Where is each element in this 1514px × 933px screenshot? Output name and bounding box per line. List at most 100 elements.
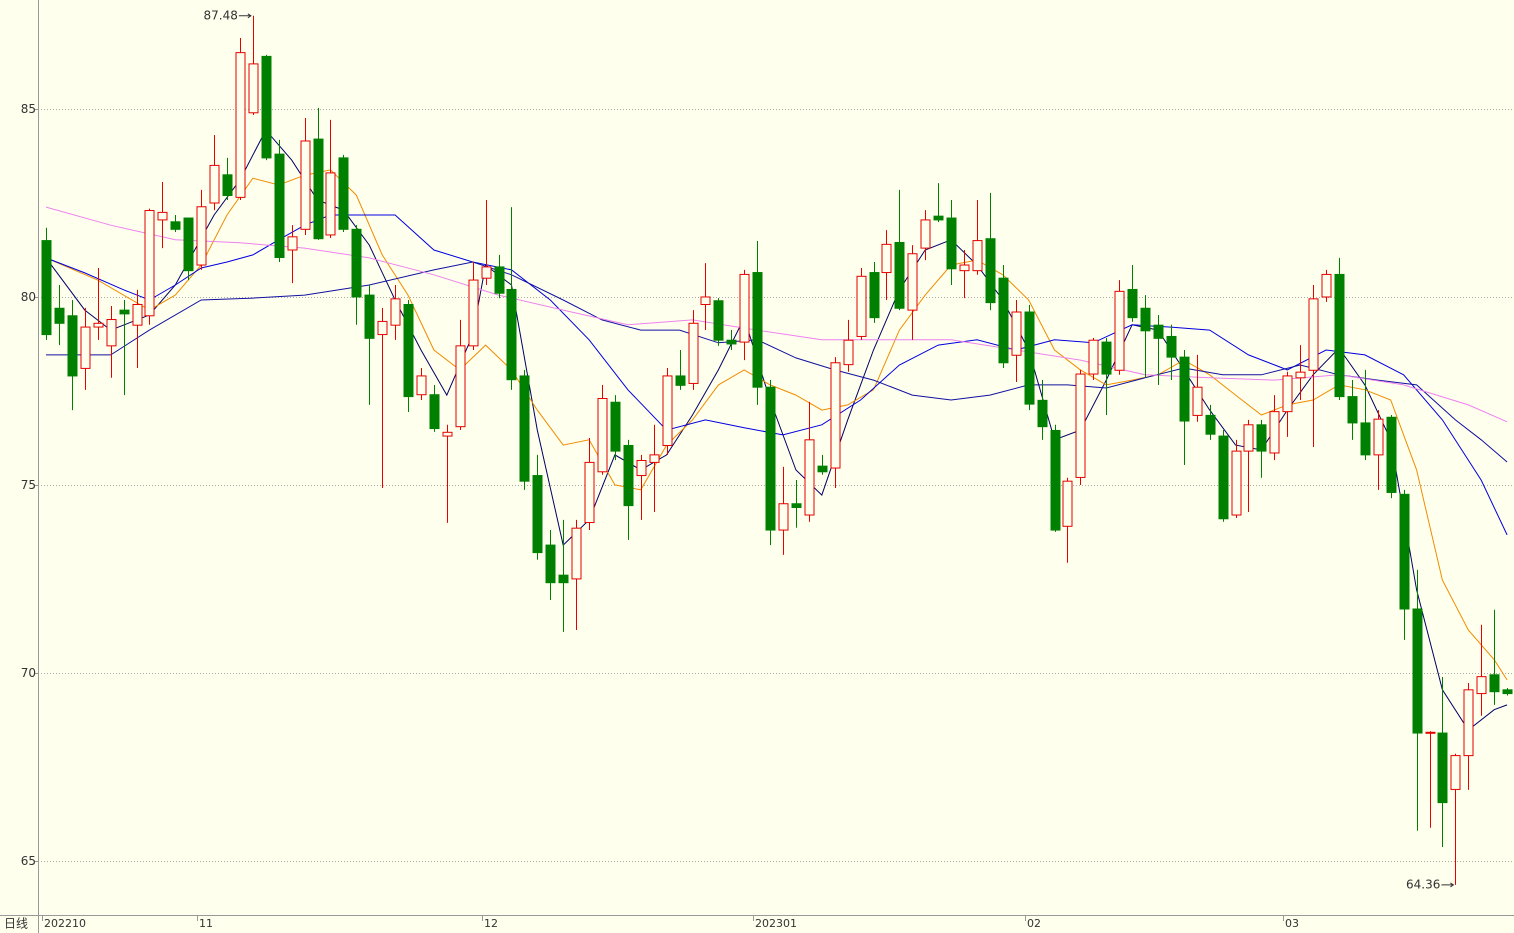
y-tick-label: 85 xyxy=(21,102,36,116)
candle-body xyxy=(791,503,802,508)
candle-body xyxy=(157,211,168,221)
candle-body xyxy=(300,140,311,230)
candle-body xyxy=(132,303,143,326)
candle-body xyxy=(390,298,401,326)
candle-body xyxy=(506,288,517,381)
candle-body xyxy=(610,401,621,452)
extreme-arrow xyxy=(238,13,252,19)
candle-body xyxy=(1489,674,1500,693)
candle-body xyxy=(170,221,181,230)
x-tick-label: 11 xyxy=(199,917,213,930)
candle-body xyxy=(144,210,155,317)
candle-body xyxy=(817,465,828,473)
candle-body xyxy=(933,215,944,221)
candle-body xyxy=(377,320,388,336)
candle-body xyxy=(1114,290,1125,371)
candle-body xyxy=(351,228,362,298)
candle-body xyxy=(778,503,789,531)
candle-body xyxy=(1166,335,1177,358)
candle-body xyxy=(248,63,259,114)
candle-body xyxy=(972,240,983,272)
candle-body xyxy=(54,307,65,324)
candle-body xyxy=(106,319,117,347)
candle-body xyxy=(222,174,233,196)
candle-body xyxy=(1321,273,1332,298)
candle-body xyxy=(959,264,970,272)
candle-body xyxy=(1140,307,1151,332)
candle-body xyxy=(1399,493,1410,610)
candle-body xyxy=(80,326,91,369)
candle-body xyxy=(235,52,246,198)
candle-body xyxy=(662,375,673,446)
candle-body xyxy=(1347,396,1358,424)
candle-body xyxy=(287,236,298,251)
candle-body xyxy=(985,238,996,304)
candle-body xyxy=(313,138,324,240)
candle-body xyxy=(726,339,737,345)
period-label: 日线 xyxy=(4,917,28,931)
candle-body xyxy=(1050,429,1061,531)
candle-body xyxy=(597,397,608,473)
candle-body xyxy=(739,273,750,343)
candle-body xyxy=(843,339,854,366)
candle-body xyxy=(907,253,918,311)
candle-body xyxy=(623,444,634,507)
y-tick-label: 80 xyxy=(21,290,36,304)
extreme-arrow xyxy=(1441,882,1455,888)
candle-body xyxy=(1127,288,1138,319)
candle-body xyxy=(209,164,220,204)
candle-body xyxy=(1373,418,1384,456)
candle-body xyxy=(675,375,686,386)
y-tick-label: 65 xyxy=(21,854,36,868)
candle-body xyxy=(881,243,892,274)
candle-body xyxy=(1269,411,1280,454)
candle-body xyxy=(1425,731,1436,734)
moving-average-line xyxy=(45,214,1508,536)
candle-body xyxy=(325,172,336,236)
candle-body xyxy=(1437,732,1448,804)
candle-body xyxy=(1088,339,1099,375)
candle-body xyxy=(856,275,867,337)
candle-body xyxy=(1334,273,1345,398)
extreme-label: 87.48 xyxy=(204,8,238,22)
grid xyxy=(38,109,1514,862)
candle-body xyxy=(1205,414,1216,435)
candle-body xyxy=(183,217,194,272)
candle-body xyxy=(688,322,699,384)
candle-body xyxy=(494,266,505,294)
candle-body xyxy=(1037,399,1048,428)
candle-body xyxy=(261,55,272,159)
candle-body xyxy=(41,240,52,336)
candle-body xyxy=(765,386,776,531)
candle-body xyxy=(1192,386,1203,416)
candle-body xyxy=(119,309,130,315)
candle-body xyxy=(481,266,492,279)
candle-body xyxy=(1075,373,1086,478)
candle-body xyxy=(403,303,414,398)
candle-body xyxy=(584,461,595,524)
candle-body xyxy=(700,296,711,305)
candle-body xyxy=(1308,298,1319,371)
candle-body xyxy=(1450,755,1461,790)
extreme-label: 64.36 xyxy=(1406,877,1440,891)
candle-body xyxy=(1179,356,1190,422)
candle-body xyxy=(1412,608,1423,734)
candle-body xyxy=(1360,422,1371,456)
candle-body xyxy=(196,206,207,266)
x-tick-label: 02 xyxy=(1027,917,1041,930)
candle-body xyxy=(1243,424,1254,452)
candle-body xyxy=(1062,480,1073,527)
candle-body xyxy=(946,217,957,270)
axes: 65 70 75 80 85 202210 11 12 202301 02 03 87.48 64.36 xyxy=(21,8,1455,930)
candle-body xyxy=(649,454,660,463)
candle-body xyxy=(804,439,815,516)
x-tick-label: 12 xyxy=(484,917,498,930)
candle-body xyxy=(274,153,285,259)
candle-body xyxy=(1295,371,1306,379)
candle-body xyxy=(364,294,375,339)
candle-body xyxy=(455,345,466,428)
candle-body xyxy=(67,315,78,377)
candle-body xyxy=(1218,435,1229,520)
